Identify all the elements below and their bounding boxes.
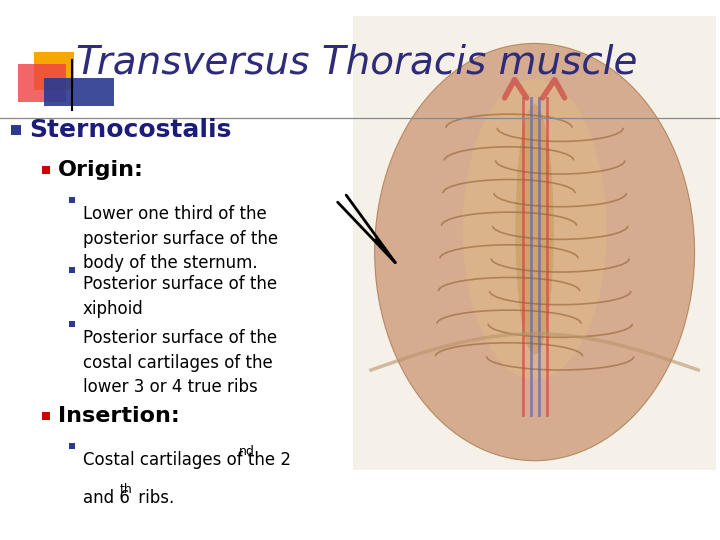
- Text: Sternocostalis: Sternocostalis: [29, 118, 231, 141]
- Text: Costal cartilages of the 2: Costal cartilages of the 2: [83, 451, 291, 469]
- Bar: [69, 267, 75, 273]
- Bar: [353, 16, 716, 470]
- Text: Lower one third of the
posterior surface of the
body of the sternum.: Lower one third of the posterior surface…: [83, 205, 278, 272]
- Ellipse shape: [374, 43, 695, 461]
- Text: Insertion:: Insertion:: [58, 406, 179, 426]
- Text: and 6: and 6: [83, 489, 130, 507]
- Text: ribs.: ribs.: [132, 489, 174, 507]
- Ellipse shape: [463, 79, 606, 380]
- Bar: [11, 125, 21, 134]
- Bar: [69, 443, 75, 449]
- Bar: [18, 64, 66, 102]
- Text: Posterior surface of the
costal cartilages of the
lower 3 or 4 true ribs: Posterior surface of the costal cartilag…: [83, 329, 277, 396]
- Bar: [44, 78, 114, 106]
- Bar: [69, 197, 75, 203]
- Text: Transversus Thoracis muscle: Transversus Thoracis muscle: [76, 43, 637, 81]
- Text: th: th: [120, 483, 132, 496]
- Bar: [69, 321, 75, 327]
- Bar: [44, 78, 114, 106]
- Bar: [42, 412, 50, 420]
- Text: nd: nd: [239, 445, 255, 458]
- Bar: [42, 166, 50, 174]
- Ellipse shape: [516, 104, 554, 355]
- Bar: [34, 52, 74, 90]
- Text: Origin:: Origin:: [58, 160, 143, 180]
- Text: Posterior surface of the
xiphoid: Posterior surface of the xiphoid: [83, 275, 277, 318]
